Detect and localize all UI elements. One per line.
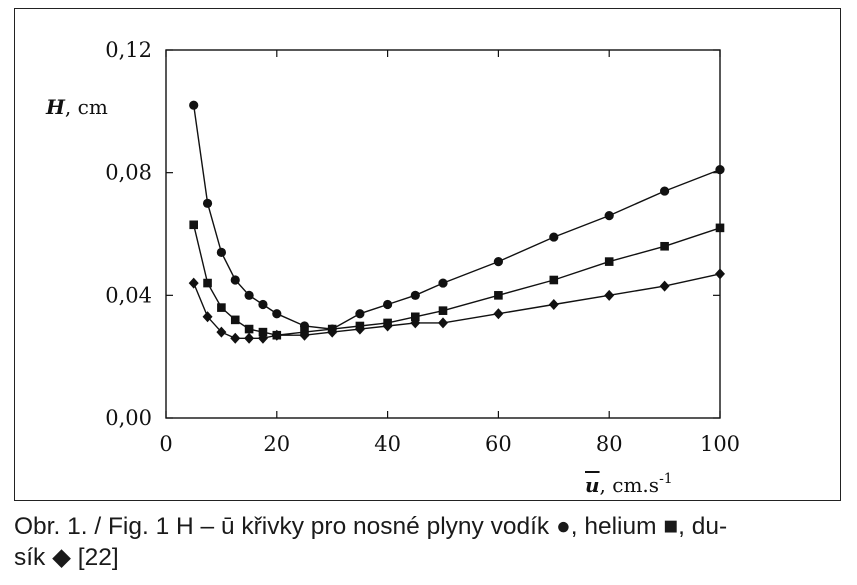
y-axis-label: H, cm [45, 95, 108, 119]
y-axis-label-unit: , cm [65, 95, 108, 119]
series-line [193, 224, 721, 336]
data-point-square [203, 278, 212, 288]
data-point-diamond [438, 317, 448, 329]
data-point-square [244, 324, 254, 334]
data-point-circle [272, 309, 282, 319]
data-point-circle [355, 309, 365, 319]
x-tick-label: 20 [263, 432, 290, 456]
plot-frame [165, 49, 721, 419]
data-point-circle [660, 186, 670, 196]
data-point-square [715, 223, 725, 233]
y-tick-label: 0,00 [105, 406, 152, 430]
caption-line-1: Obr. 1. / Fig. 1 H – ū křivky pro nosné … [14, 513, 728, 540]
x-axis-label-var: u [585, 473, 600, 497]
data-point-diamond [299, 329, 310, 341]
y-tick-label: 0,08 [105, 161, 152, 185]
series-square [189, 220, 725, 340]
figure-caption: Obr. 1. / Fig. 1 H – ū křivky pro nosné … [14, 511, 844, 573]
data-point-square [438, 306, 448, 315]
data-point-diamond [230, 332, 241, 344]
data-point-circle [604, 211, 614, 221]
y-tick-label: 0,12 [105, 38, 152, 62]
data-point-square [549, 275, 559, 285]
data-point-diamond [604, 289, 615, 301]
x-tick-label: 80 [596, 432, 623, 456]
data-point-diamond [548, 299, 559, 311]
y-tick-label: 0,04 [105, 283, 152, 307]
data-point-square [494, 291, 503, 300]
x-tick-label: 40 [374, 432, 401, 456]
data-point-circle [216, 247, 226, 257]
y-axis-label-var: H [45, 95, 66, 119]
x-axis-label: u, cm.s-1 [585, 471, 673, 497]
x-tick-label: 0 [159, 432, 172, 456]
data-point-diamond [271, 329, 282, 341]
x-axis-label-unit: , cm.s [600, 473, 660, 497]
caption-line-2: sík ◆ [22] [14, 544, 119, 571]
x-tick-label: 60 [485, 432, 512, 456]
data-point-square [604, 257, 614, 266]
data-point-diamond [382, 320, 393, 332]
data-point-circle [230, 275, 240, 285]
data-point-circle [202, 198, 213, 208]
data-point-circle [244, 290, 254, 300]
data-point-circle [410, 290, 420, 300]
data-point-square [189, 220, 198, 230]
data-point-circle [189, 100, 199, 110]
chart: 0 20 40 60 80 100 0,000,040,080,12 H, cm u, c… [45, 38, 740, 497]
data-point-circle [258, 299, 268, 310]
data-point-diamond [202, 311, 213, 323]
data-point-square [660, 241, 669, 251]
x-tick-label: 100 [700, 432, 740, 456]
data-point-diamond [659, 280, 670, 292]
data-point-circle [438, 278, 448, 288]
data-point-diamond [493, 308, 504, 320]
data-point-diamond [257, 332, 268, 344]
data-point-square [230, 315, 240, 325]
series-diamond [188, 268, 725, 344]
figure-frame [14, 8, 841, 501]
series-line [193, 105, 721, 330]
data-point-square [411, 312, 420, 322]
x-axis-label-exponent: -1 [659, 471, 673, 487]
series-layer [188, 100, 725, 344]
data-point-circle [493, 257, 503, 267]
data-point-diamond [216, 326, 227, 338]
plot-area [165, 49, 721, 419]
data-point-diamond [410, 317, 421, 329]
data-point-circle [715, 165, 725, 175]
series-line [193, 273, 721, 339]
data-point-circle [383, 299, 393, 310]
data-point-diamond [327, 326, 338, 338]
data-point-circle [549, 232, 559, 242]
y-axis-ticks: 0,00 0,04 0,08 0,12 [105, 38, 720, 430]
data-point-square [258, 327, 268, 337]
data-point-diamond [244, 332, 255, 344]
data-point-square [217, 303, 226, 312]
data-point-diamond [715, 268, 725, 280]
x-axis-ticks: 0 20 40 60 80 100 [159, 50, 740, 456]
data-point-diamond [354, 323, 365, 335]
series-circle [189, 100, 725, 334]
data-point-diamond [188, 277, 199, 289]
